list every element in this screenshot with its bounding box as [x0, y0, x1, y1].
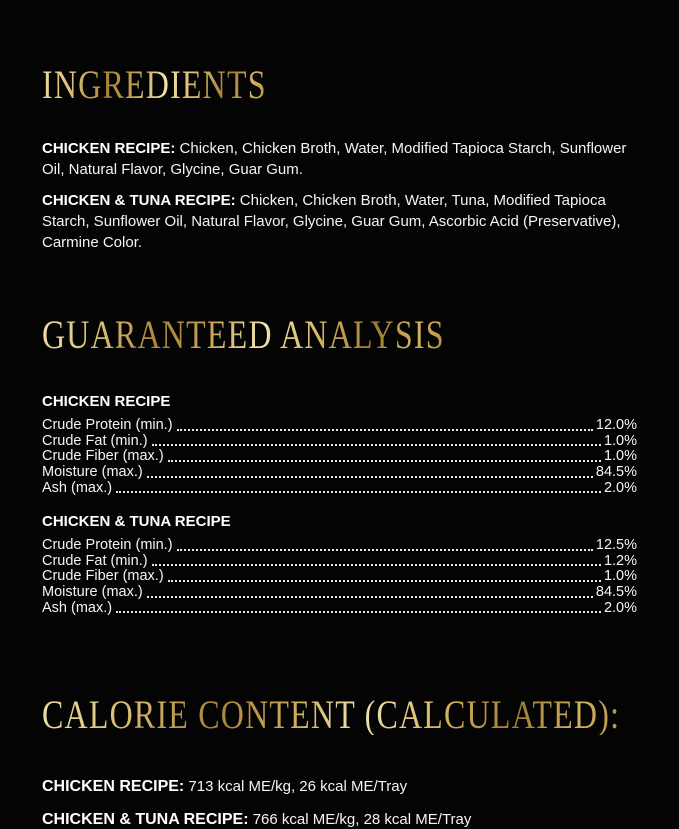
nutrient-value: 84.5%: [595, 583, 637, 600]
nutrient-name: Moisture (max.): [42, 583, 143, 600]
dotted-leader: [116, 491, 601, 494]
table-row: Crude Fiber (max.) 1.0%: [42, 569, 637, 585]
nutrient-value: 1.0%: [603, 432, 637, 449]
nutrient-value: 1.0%: [603, 568, 637, 585]
table-row: Crude Protein (min.) 12.0%: [42, 418, 637, 434]
nutrient-name: Crude Fiber (max.): [42, 568, 164, 585]
ingredients-chicken-recipe-label: CHICKEN RECIPE:: [42, 139, 176, 157]
dotted-leader: [151, 444, 601, 447]
nutrient-name: Ash (max.): [42, 479, 113, 496]
calorie-chicken-tuna-recipe-text: 766 kcal ME/kg, 28 kcal ME/Tray: [252, 810, 472, 828]
nutrient-name: Crude Fiber (max.): [42, 448, 164, 465]
ga-chicken-recipe-table: Crude Protein (min.) 12.0% Crude Fat (mi…: [42, 418, 637, 496]
nutrient-value: 12.5%: [595, 537, 637, 554]
table-row: Crude Protein (min.) 12.5%: [42, 538, 637, 554]
calorie-chicken-recipe: CHICKEN RECIPE: 713 kcal ME/kg, 26 kcal …: [42, 778, 637, 796]
ingredients-section: INGREDIENTS CHICKEN RECIPE: Chicken, Chi…: [42, 38, 637, 253]
dotted-leader: [167, 459, 601, 462]
nutrient-value: 2.0%: [603, 599, 637, 616]
dotted-leader: [167, 579, 601, 582]
dotted-leader: [116, 611, 601, 614]
dotted-leader: [151, 564, 601, 567]
ingredients-chicken-recipe: CHICKEN RECIPE: Chicken, Chicken Broth, …: [42, 138, 637, 180]
guaranteed-analysis-title: GUARANTEED ANALYSIS: [42, 312, 445, 358]
nutrient-name: Crude Protein (min.): [42, 537, 173, 554]
ingredients-title: INGREDIENTS: [42, 61, 267, 107]
ingredients-chicken-recipe-text: Chicken, Chicken Broth, Water, Modified …: [42, 139, 627, 178]
ga-chicken-tuna-recipe-subtitle: CHICKEN & TUNA RECIPE: [42, 513, 231, 531]
ingredients-chicken-tuna-recipe-text: Chicken, Chicken Broth, Water, Tuna, Mod…: [42, 191, 621, 251]
dotted-leader: [176, 428, 593, 431]
dotted-leader: [176, 548, 593, 551]
table-row: Moisture (max.) 84.5%: [42, 583, 637, 601]
ingredients-chicken-tuna-recipe-label: CHICKEN & TUNA RECIPE:: [42, 191, 236, 209]
table-row: Ash (max.) 2.0%: [42, 599, 637, 617]
calorie-chicken-tuna-recipe-label: CHICKEN & TUNA RECIPE:: [42, 810, 249, 828]
nutrient-value: 84.5%: [595, 463, 637, 480]
nutrient-name: Crude Protein (min.): [42, 417, 173, 434]
dotted-leader: [146, 595, 593, 598]
pet-food-label: INGREDIENTS CHICKEN RECIPE: Chicken, Chi…: [42, 38, 637, 827]
nutrient-value: 1.2%: [603, 552, 637, 569]
nutrient-name: Ash (max.): [42, 599, 113, 616]
ingredients-chicken-tuna-recipe: CHICKEN & TUNA RECIPE: Chicken, Chicken …: [42, 190, 637, 253]
calorie-chicken-recipe-text: 713 kcal ME/kg, 26 kcal ME/Tray: [188, 777, 408, 795]
ga-chicken-recipe-subtitle: CHICKEN RECIPE: [42, 393, 171, 411]
calorie-chicken-tuna-recipe: CHICKEN & TUNA RECIPE: 766 kcal ME/kg, 2…: [42, 811, 637, 829]
nutrient-name: Crude Fat (min.): [42, 552, 148, 569]
table-row: Crude Fat (min.) 1.0%: [42, 432, 637, 450]
dotted-leader: [146, 475, 593, 478]
guaranteed-analysis-section: GUARANTEED ANALYSIS CHICKEN RECIPE Crude…: [42, 289, 637, 617]
table-row: Crude Fat (min.) 1.2%: [42, 552, 637, 570]
calorie-content-section: CALORIE CONTENT (CALCULATED): CHICKEN RE…: [42, 668, 637, 829]
nutrient-name: Crude Fat (min.): [42, 432, 148, 449]
nutrient-name: Moisture (max.): [42, 463, 143, 480]
table-row: Moisture (max.) 84.5%: [42, 463, 637, 481]
ga-chicken-tuna-recipe-table: Crude Protein (min.) 12.5% Crude Fat (mi…: [42, 538, 637, 616]
calorie-chicken-recipe-label: CHICKEN RECIPE:: [42, 777, 185, 795]
calorie-content-title: CALORIE CONTENT (CALCULATED):: [42, 691, 621, 737]
nutrient-value: 12.0%: [595, 417, 637, 434]
table-row: Ash (max.) 2.0%: [42, 479, 637, 497]
nutrient-value: 1.0%: [603, 448, 637, 465]
table-row: Crude Fiber (max.) 1.0%: [42, 449, 637, 465]
nutrient-value: 2.0%: [603, 479, 637, 496]
